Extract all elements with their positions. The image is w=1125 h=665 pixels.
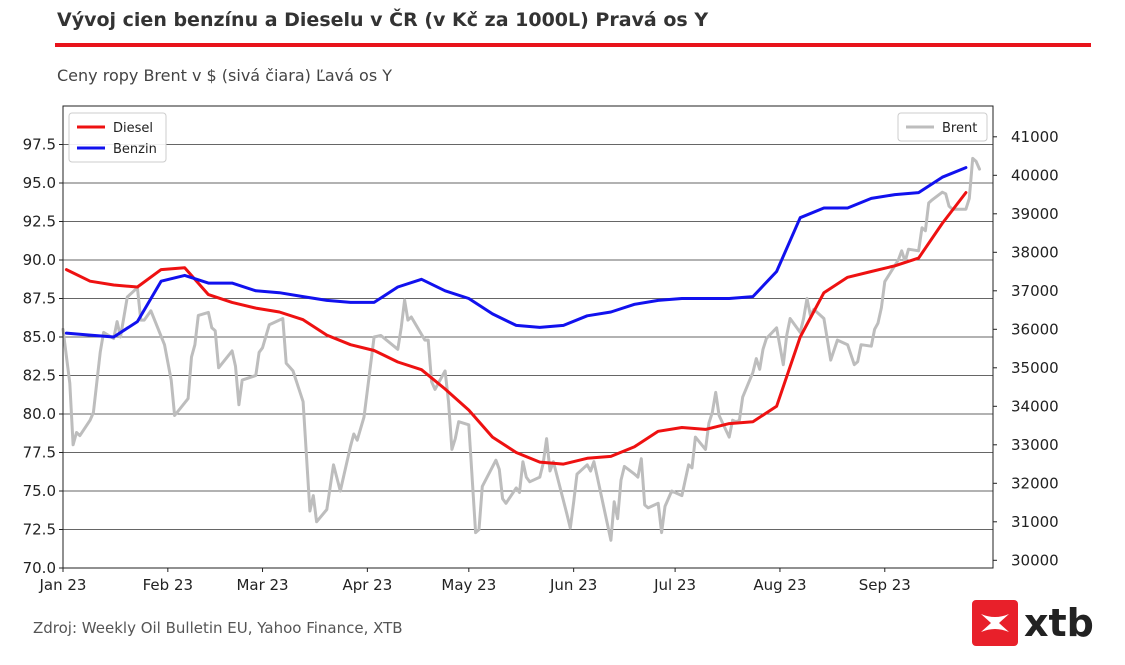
legend-box	[68, 112, 167, 163]
x-tick-label: Jul 23	[653, 576, 696, 594]
y-right-tick-label: 39000	[1011, 205, 1059, 223]
y-axis-left: 70.0 72.5 75.0 77.5 80.0 82.5 85.0 87.5 90.0 92.5…	[23, 136, 63, 577]
source-note: Zdroj: Weekly Oil Bulletin EU, Yahoo Fin…	[33, 619, 403, 637]
page-title: Vývoj cien benzínu a Dieselu v ČR (v Kč …	[57, 9, 709, 31]
legend-left: Diesel Benzin	[68, 112, 167, 163]
y-right-tick-label: 31000	[1011, 513, 1059, 531]
x-tick-label: Aug 23	[753, 576, 806, 594]
xtb-logo: xtb	[972, 600, 1094, 646]
x-tick-label: May 23	[441, 576, 496, 594]
y-right-tick-label: 32000	[1011, 474, 1059, 492]
y-right-tick-label: 33000	[1011, 436, 1059, 454]
y-left-tick-label: 70.0	[23, 559, 56, 577]
y-right-tick-label: 36000	[1011, 320, 1059, 338]
series-line-benzin	[64, 166, 968, 339]
legend-box	[897, 112, 988, 142]
y-right-tick-label: 38000	[1011, 243, 1059, 261]
legend-label: Diesel	[113, 121, 153, 136]
y-left-tick-label: 87.5	[23, 290, 56, 308]
series-line-brent	[61, 156, 981, 542]
title-divider	[55, 43, 1091, 47]
legend-label: Brent	[942, 121, 977, 136]
y-left-tick-label: 95.0	[23, 174, 56, 192]
y-left-tick-label: 72.5	[23, 521, 56, 539]
y-right-tick-label: 35000	[1011, 359, 1059, 377]
y-left-tick-label: 90.0	[23, 251, 56, 269]
x-tick-label: Mar 23	[236, 576, 288, 594]
x-tick-label: Sep 23	[859, 576, 911, 594]
y-left-tick-label: 75.0	[23, 482, 56, 500]
series-lines	[61, 156, 981, 542]
y-left-tick-label: 77.5	[23, 444, 56, 462]
x-axis: Jan 23 Feb 23 Mar 23 Apr 23 May 23 Jun 23 Jul …	[39, 568, 911, 594]
y-left-tick-label: 97.5	[23, 136, 56, 154]
gridlines	[63, 144, 993, 569]
x-tick-label: Jun 23	[549, 576, 597, 594]
x-tick-label: Feb 23	[143, 576, 193, 594]
logo-x-mark-icon	[981, 614, 1009, 632]
y-right-tick-label: 41000	[1011, 128, 1059, 146]
legend-right: Brent	[897, 112, 988, 142]
y-right-tick-label: 34000	[1011, 397, 1059, 415]
y-left-tick-label: 80.0	[23, 405, 56, 423]
y-right-tick-label: 30000	[1011, 551, 1059, 569]
y-right-tick-label: 40000	[1011, 166, 1059, 184]
y-axis-right: 30000 31000 32000 33000 34000 35000 36000 37000…	[993, 128, 1059, 569]
y-left-tick-label: 92.5	[23, 213, 56, 231]
series-line-diesel	[64, 191, 968, 466]
x-tick-label: Jan 23	[39, 576, 87, 594]
x-tick-label: Apr 23	[342, 576, 392, 594]
y-left-tick-label: 85.0	[23, 328, 56, 346]
logo-wordmark: xtb	[1024, 601, 1094, 645]
y-right-tick-label: 37000	[1011, 282, 1059, 300]
page-subtitle: Ceny ropy Brent v $ (sivá čiara) Ľavá os…	[57, 66, 393, 85]
legend-label: Benzin	[113, 142, 157, 157]
y-left-tick-label: 82.5	[23, 367, 56, 385]
